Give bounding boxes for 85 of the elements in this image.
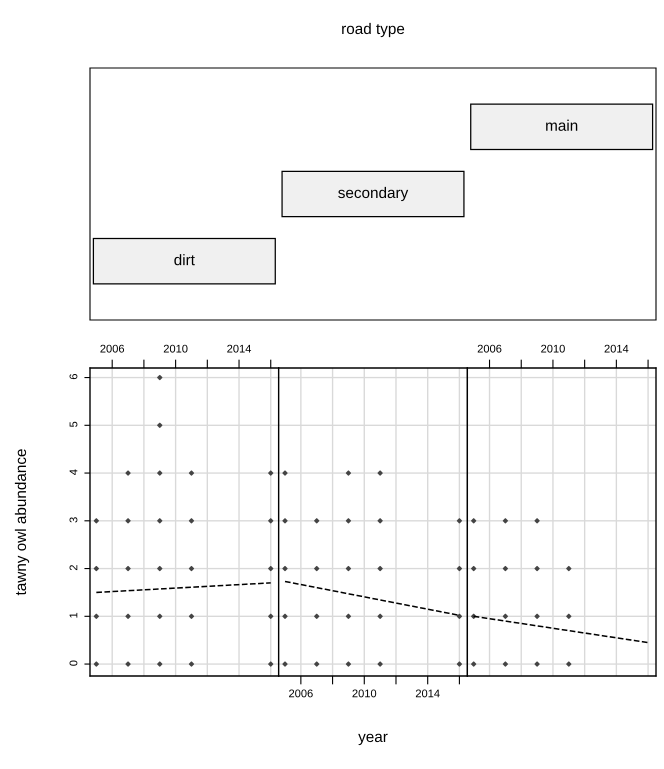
point [456,566,462,572]
point [377,566,383,572]
point [377,470,383,476]
y-axis-title: tawny owl abundance [14,449,30,596]
x-tick-label: 2006 [478,344,502,353]
point [314,566,320,572]
point [314,518,320,524]
point [314,614,320,619]
point [314,661,320,667]
point [377,614,383,619]
y-tick-label: 2 [70,565,78,570]
point [125,470,131,476]
point [125,566,131,572]
point [456,661,462,667]
point [188,566,194,572]
y-tick-label: 5 [70,422,78,428]
point [188,614,194,619]
point [534,614,540,619]
y-tick-label: 4 [70,469,78,475]
point [346,614,352,619]
point [188,518,194,524]
point [125,614,131,619]
point [502,518,508,524]
point [566,614,572,619]
x-tick-label: 2014 [227,344,252,353]
point [346,518,352,524]
point [534,661,540,667]
y-tick-label: 3 [70,517,78,523]
point [282,614,288,619]
point [346,470,352,476]
x-tick-label: 2014 [416,689,440,698]
point [188,661,194,667]
point [502,566,508,572]
text: road type [342,22,404,38]
point [157,422,162,428]
point [282,661,288,667]
point [282,518,288,524]
point [94,566,99,572]
point [471,661,476,667]
point [282,566,288,572]
point [377,661,383,667]
point [157,518,162,524]
point [94,518,99,524]
point [157,566,162,572]
point [566,566,572,572]
x-tick-label: 2010 [164,344,188,353]
point [188,470,194,476]
point [157,374,162,380]
point [157,614,162,619]
point [94,661,99,667]
point [157,470,162,476]
y-tick-label: 0 [70,660,78,666]
x-tick-label: 2006 [289,689,313,698]
point [471,566,476,572]
x-tick-label: 2006 [100,344,124,353]
point [268,566,274,572]
point [456,614,462,619]
point [125,661,131,667]
point [268,518,274,524]
x-tick-label: 2010 [352,689,376,698]
point [534,566,540,572]
point [94,614,99,619]
point [268,661,274,667]
y-tick-label: 6 [70,374,78,380]
y-tick-label: 1 [70,612,78,618]
text: secondary [338,186,408,202]
point [502,614,508,619]
point [456,518,462,524]
text: dirt [174,254,195,266]
point [282,470,288,476]
x-tick-label: 2014 [604,344,628,353]
x-axis-title: year [358,734,388,746]
point [157,661,162,667]
point [566,661,572,667]
point [471,518,476,524]
point [268,614,274,619]
point [534,518,540,524]
point [346,661,352,667]
text: main [546,120,578,131]
point [502,661,508,667]
point [377,518,383,524]
point [268,470,274,476]
point [346,566,352,572]
x-tick-label: 2010 [541,344,565,353]
point [125,518,131,524]
